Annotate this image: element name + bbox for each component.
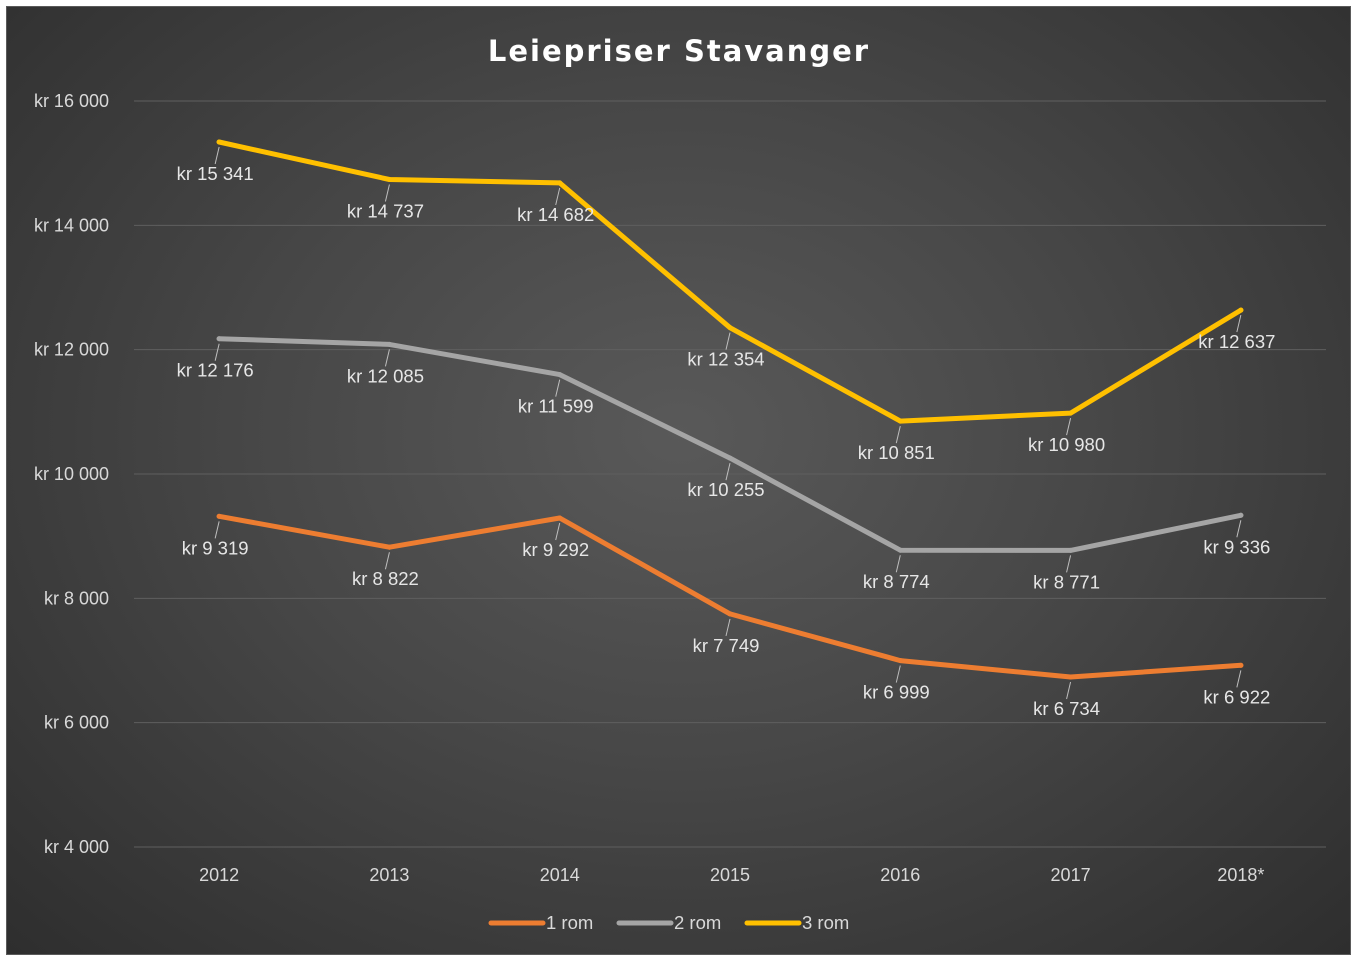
leader-line [384, 552, 390, 570]
leader-line [895, 555, 901, 573]
legend-label: 2 rom [674, 912, 721, 933]
y-tick-label: kr 12 000 [34, 340, 109, 360]
chart-area: Leiepriser Stavanger kr 4 000 kr 6 000 kr … [6, 6, 1351, 955]
leader-line [214, 146, 220, 165]
leader-line [725, 332, 731, 350]
leader-line [384, 184, 390, 202]
data-point [1068, 547, 1074, 553]
y-tick-label: kr 4 000 [44, 837, 109, 857]
data-label: kr 6 922 [1203, 686, 1270, 707]
data-point [727, 611, 733, 617]
y-tick-label: kr 8 000 [44, 588, 109, 608]
x-tick-label: 2012 [199, 865, 239, 885]
y-axis-labels: kr 4 000 kr 6 000 kr 8 000 kr 10 000 kr 12 0… [34, 91, 109, 857]
data-label: kr 10 851 [858, 442, 935, 463]
data-label: kr 14 737 [347, 201, 424, 222]
leader-line [384, 349, 390, 367]
data-point [216, 513, 222, 519]
leader-line [214, 343, 220, 361]
legend-label: 1 rom [546, 912, 593, 933]
data-point [727, 325, 733, 331]
leader-line [1066, 417, 1072, 436]
legend-label: 3 rom [802, 912, 849, 933]
data-label: kr 12 354 [687, 349, 764, 370]
data-point [386, 341, 392, 347]
series-lines [216, 139, 1244, 680]
data-label: kr 15 341 [177, 163, 254, 184]
gridlines [134, 100, 1326, 848]
data-point [386, 177, 392, 183]
data-point [216, 336, 222, 342]
data-label: kr 10 255 [687, 479, 764, 500]
data-label: kr 12 637 [1198, 331, 1275, 352]
data-labels: kr 9 319 kr 8 822 kr 9 292 kr 7 749 kr 6 999… [177, 146, 1275, 719]
data-point [897, 658, 903, 664]
y-tick-label: kr 10 000 [34, 464, 109, 484]
chart-title: Leiepriser Stavanger [488, 34, 870, 68]
data-point [727, 455, 733, 461]
x-tick-label: 2018* [1217, 865, 1264, 885]
data-point [557, 372, 563, 378]
data-label: kr 8 822 [352, 568, 419, 589]
leader-line [555, 522, 561, 541]
data-point [557, 180, 563, 186]
data-point [386, 544, 392, 550]
leader-line [895, 665, 901, 683]
data-point [897, 547, 903, 553]
data-label: kr 11 599 [518, 396, 594, 417]
leader-line [895, 425, 901, 444]
legend: 1 rom 2 rom 3 rom [488, 912, 849, 933]
data-label: kr 6 734 [1033, 698, 1100, 719]
data-point [1238, 307, 1244, 313]
leader-line [1236, 520, 1242, 538]
data-point [1238, 662, 1244, 668]
x-tick-label: 2016 [880, 865, 920, 885]
data-label: kr 9 319 [182, 537, 249, 558]
data-point [1068, 674, 1074, 680]
data-label: kr 6 999 [863, 682, 930, 703]
x-tick-label: 2017 [1051, 865, 1091, 885]
x-tick-label: 2014 [540, 865, 580, 885]
leader-line [555, 187, 561, 206]
y-tick-label: kr 14 000 [34, 215, 109, 235]
leader-line [1236, 314, 1242, 333]
data-point [1068, 410, 1074, 416]
leader-line [214, 521, 220, 539]
y-tick-label: kr 6 000 [44, 713, 109, 733]
x-tick-label: 2015 [710, 865, 750, 885]
data-point [897, 418, 903, 424]
data-label: kr 12 085 [347, 365, 424, 386]
data-label: kr 8 771 [1033, 571, 1100, 592]
leader-line [1236, 670, 1242, 688]
data-label: kr 8 774 [863, 571, 930, 592]
x-axis-labels: 2012 2013 2014 2015 2016 2017 2018* [199, 865, 1264, 885]
data-label: kr 9 292 [522, 539, 589, 560]
data-label: kr 9 336 [1203, 536, 1270, 557]
leader-line [1066, 555, 1072, 573]
data-point [557, 515, 563, 521]
x-tick-label: 2013 [369, 865, 409, 885]
leader-line [725, 618, 731, 637]
data-label: kr 12 176 [177, 360, 254, 381]
leader-line [725, 463, 731, 481]
data-point [216, 139, 222, 145]
leader-line [1066, 681, 1072, 700]
data-point [1238, 512, 1244, 518]
leader-line [555, 379, 561, 397]
data-label: kr 10 980 [1028, 434, 1105, 455]
data-label: kr 14 682 [517, 204, 594, 225]
data-label: kr 7 749 [693, 635, 760, 656]
y-tick-label: kr 16 000 [34, 91, 109, 111]
